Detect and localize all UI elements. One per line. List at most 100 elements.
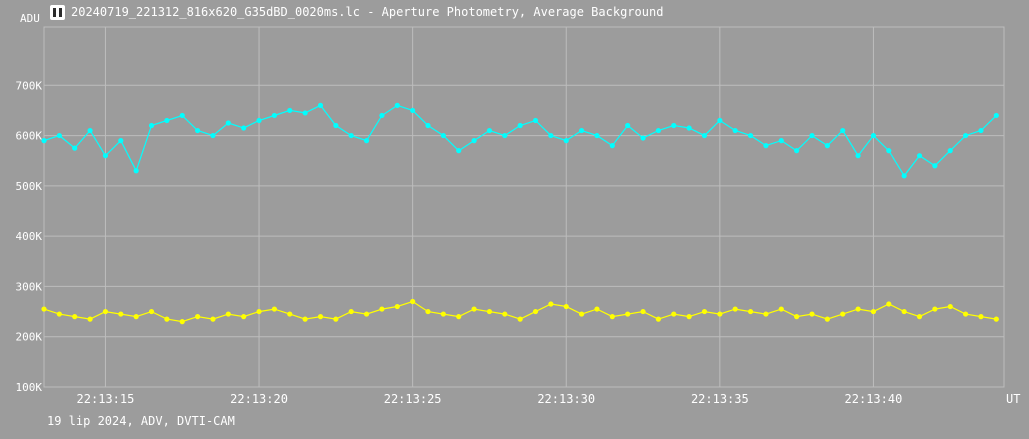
data-point (732, 306, 738, 312)
data-point (87, 127, 93, 134)
data-point (195, 314, 201, 320)
data-point (72, 314, 78, 320)
data-point (824, 316, 830, 322)
lightcurve-app-icon (50, 4, 65, 20)
data-point (287, 107, 293, 114)
footer-info: 19 lip 2024, ADV, DVTI-CAM (47, 414, 235, 428)
y-tick-label: 300K (16, 280, 43, 293)
data-point (794, 314, 800, 320)
data-point (56, 311, 62, 317)
data-point (701, 132, 708, 139)
data-point (686, 314, 692, 320)
data-point (379, 306, 385, 312)
data-point (210, 316, 216, 322)
data-point (133, 314, 139, 320)
data-point (548, 301, 554, 307)
data-point (947, 148, 953, 154)
data-point (471, 138, 477, 144)
y-tick-label: 200K (16, 331, 43, 344)
chart-axes: 100K 200K 300K 400K 500K 600K 700K 22:13:15 22:1… (16, 12, 1021, 406)
x-tick-label: 22:13:15 (77, 392, 135, 406)
data-point (502, 311, 508, 317)
data-point (747, 308, 754, 315)
data-point (563, 138, 569, 144)
data-point (947, 303, 953, 310)
data-point (148, 308, 155, 315)
data-point (978, 314, 984, 320)
data-point (425, 122, 431, 129)
data-point (671, 122, 677, 129)
data-point (993, 112, 999, 119)
data-point (532, 308, 539, 315)
data-point (302, 110, 308, 116)
data-point (717, 311, 723, 317)
data-point (686, 125, 692, 131)
data-point (916, 153, 923, 159)
data-point (440, 311, 446, 317)
data-point (379, 112, 385, 119)
y-tick-label: 100K (16, 381, 43, 394)
data-point (640, 135, 646, 141)
data-point (195, 127, 201, 134)
data-point (932, 163, 938, 169)
data-point (317, 314, 324, 320)
data-point (164, 316, 170, 322)
data-point (486, 308, 493, 315)
data-point (840, 311, 846, 317)
data-point (363, 311, 370, 317)
data-point (118, 311, 124, 317)
plot-frame (43, 26, 1005, 388)
data-point (886, 301, 892, 307)
data-point (517, 316, 523, 322)
data-point (671, 311, 677, 317)
data-point (241, 314, 247, 320)
data-point (41, 306, 47, 312)
data-point (256, 117, 262, 124)
data-point (579, 311, 585, 317)
data-point (56, 132, 62, 139)
data-point (625, 311, 631, 317)
data-point (302, 316, 308, 322)
window-title-bar: 20240719_221312_816x620_G35dBD_0020ms.lc… (50, 3, 663, 21)
series-2 (41, 298, 999, 325)
data-point (778, 306, 784, 312)
data-point (978, 127, 984, 134)
data-point (855, 153, 861, 159)
data-point (118, 138, 124, 144)
x-tick-label: 22:13:20 (230, 392, 288, 406)
data-point (594, 132, 600, 139)
data-point (763, 143, 769, 149)
data-point (394, 102, 400, 108)
data-point (640, 308, 646, 315)
x-tick-label: 22:13:35 (691, 392, 749, 406)
data-point (241, 125, 247, 131)
data-point (732, 127, 738, 134)
data-point (532, 117, 539, 124)
data-point (164, 117, 170, 124)
y-tick-label: 500K (16, 180, 43, 193)
data-point (256, 308, 262, 315)
data-point (655, 316, 662, 322)
data-point (609, 143, 615, 149)
data-point (717, 117, 723, 124)
data-point (701, 308, 708, 315)
data-point (993, 316, 999, 322)
data-point (609, 314, 615, 320)
data-point (563, 303, 569, 310)
data-point (333, 316, 339, 322)
data-point (225, 120, 231, 126)
data-point (363, 138, 370, 144)
data-point (410, 298, 416, 305)
x-tick-label: 22:13:30 (537, 392, 595, 406)
data-point (870, 132, 877, 139)
data-point (148, 122, 155, 129)
data-point (179, 319, 185, 325)
data-point (794, 148, 800, 154)
data-point (394, 303, 400, 310)
data-point (594, 306, 600, 312)
x-tick-label: 22:13:25 (384, 392, 442, 406)
data-point (855, 306, 861, 312)
data-point (225, 311, 231, 317)
data-point (625, 122, 631, 129)
